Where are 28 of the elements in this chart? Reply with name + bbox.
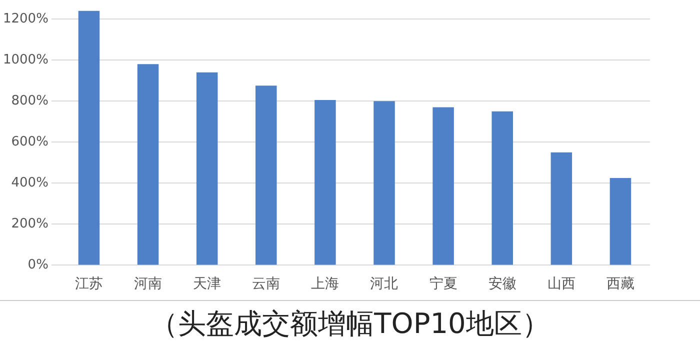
x-tick-label: 江苏 — [74, 276, 103, 292]
x-tick-label: 安徽 — [488, 276, 516, 292]
x-tick-label: 上海 — [311, 276, 340, 292]
bar — [196, 72, 218, 265]
y-tick-label: 600% — [11, 134, 48, 150]
y-tick-label: 1000% — [3, 52, 48, 68]
x-tick-label: 山西 — [547, 276, 576, 292]
x-tick-label: 云南 — [252, 276, 280, 292]
x-tick-label: 宁夏 — [429, 276, 458, 292]
y-tick-label: 0% — [28, 258, 48, 273]
bar — [374, 101, 395, 265]
bar — [137, 64, 159, 265]
x-tick-label: 天津 — [193, 276, 222, 292]
y-tick-label: 200% — [11, 216, 48, 232]
y-tick-label: 1200% — [3, 11, 48, 26]
bar — [492, 111, 513, 265]
bar — [78, 10, 100, 265]
x-tick-label: 西藏 — [606, 276, 634, 292]
bar — [550, 152, 572, 265]
bar — [256, 86, 277, 265]
bar — [314, 100, 336, 265]
text: （头盔成交额增幅TOP10地区） — [0, 300, 700, 343]
x-tick-label: 河北 — [370, 276, 398, 292]
x-tick-label: 河南 — [134, 276, 162, 292]
bar — [610, 178, 632, 265]
bar — [432, 107, 454, 265]
y-tick-label: 800% — [11, 93, 48, 108]
y-tick-label: 400% — [11, 176, 48, 191]
